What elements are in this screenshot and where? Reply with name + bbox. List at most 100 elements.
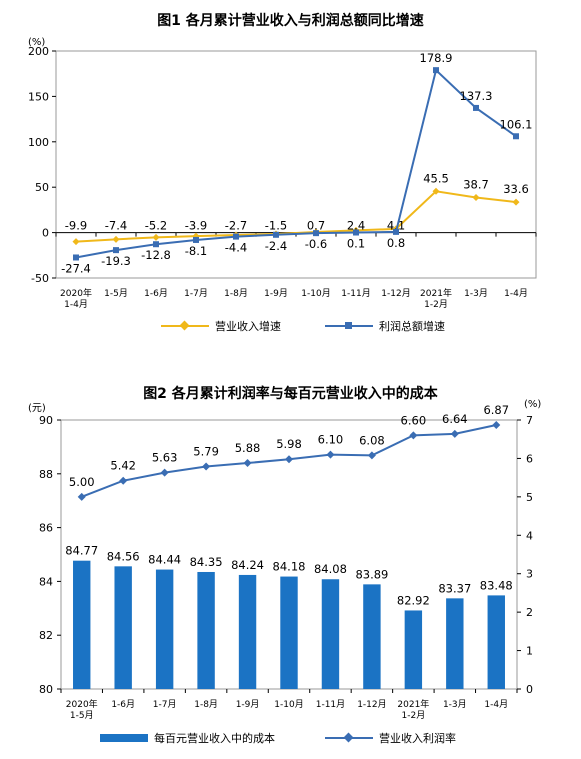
- x-tick-label: 1-4月: [484, 699, 508, 710]
- revenue-growth-point: [472, 193, 480, 201]
- profit-growth-line: [75, 68, 517, 259]
- profit-margin-data-label: 6.64: [442, 412, 468, 426]
- x-tick-label: 1-8月: [224, 288, 248, 299]
- profit-growth-data-label: -0.6: [305, 237, 327, 251]
- cost-per-100-data-label: 84.18: [273, 560, 306, 574]
- cost-per-100-bar: [446, 598, 464, 689]
- revenue-growth-point: [72, 238, 80, 246]
- x-tick-label: 1-12月: [357, 699, 386, 710]
- y-tick-label: 150: [28, 90, 49, 103]
- revenue-growth-data-label: 0.7: [307, 219, 325, 233]
- x-tick-label: 1-11月: [316, 699, 345, 710]
- x-tick-label: 1-9月: [236, 699, 260, 710]
- y-tick-label: 100: [28, 136, 49, 149]
- profit-margin-data-label: 6.60: [401, 413, 427, 427]
- cost-per-100-bar: [197, 571, 215, 689]
- profit-margin-point: [450, 429, 459, 438]
- profit-margin-point: [367, 451, 376, 460]
- x-tick-label: 1-7月: [184, 288, 208, 299]
- profit-growth-data-label: -19.3: [101, 254, 131, 268]
- revenue-growth-data-label: 38.7: [463, 177, 489, 191]
- cost-per-100-bar: [487, 595, 505, 689]
- legend-item-profit-growth: 利润总额增速: [325, 318, 445, 334]
- revenue-growth-point: [512, 198, 520, 206]
- legend-swatch-cost-per-100: [100, 733, 148, 743]
- y2-tick-label: 5: [526, 491, 533, 504]
- x-tick-label: 1-6月: [144, 288, 168, 299]
- revenue-growth-data-label: -2.7: [225, 219, 247, 233]
- revenue-growth-data-label: 2.4: [347, 219, 365, 233]
- profit-margin-data-label: 6.87: [483, 403, 509, 417]
- cost-per-100-data-label: 84.35: [190, 555, 223, 569]
- legend-label-profit-growth: 利润总额增速: [379, 320, 445, 333]
- profit-margin-point: [243, 459, 252, 468]
- y2-tick-label: 6: [526, 452, 533, 465]
- chart-1-title: 图1 各月累计营业收入与利润总额同比增速: [157, 13, 424, 29]
- profit-growth-point: [313, 230, 319, 237]
- profit-growth-data-label: 0.1: [347, 237, 365, 251]
- cost-per-100-bar: [280, 576, 298, 689]
- profit-margin-point: [160, 468, 169, 477]
- legend-swatch-profit-growth: [325, 321, 373, 331]
- profit-growth-data-label: -2.4: [265, 239, 287, 253]
- cost-per-100-bar: [155, 569, 174, 689]
- y2-tick-label: 1: [526, 645, 533, 658]
- x-tick-label: 2020年: [60, 287, 92, 299]
- revenue-growth-point: [432, 187, 440, 195]
- chart-2-title: 图2 各月累计利润率与每百元营业收入中的成本: [143, 386, 438, 402]
- y-tick-label: 200: [28, 45, 49, 58]
- revenue-growth-data-label: -9.9: [65, 219, 87, 233]
- profit-growth-point: [513, 133, 519, 140]
- y-tick-label: 80: [39, 683, 53, 696]
- chart-1-unit-label: (%): [28, 37, 46, 48]
- profit-margin-data-label: 6.08: [359, 433, 385, 447]
- profit-margin-data-label: 5.98: [276, 437, 302, 451]
- legend-swatch-revenue-growth: [161, 321, 209, 331]
- y-tick-label: 84: [39, 575, 53, 588]
- profit-margin-data-label: 5.88: [235, 441, 261, 455]
- x-tick-label: 1-11月: [341, 288, 370, 299]
- x-tick-label: 1-8月: [194, 699, 218, 710]
- cost-per-100-data-label: 83.89: [355, 567, 388, 581]
- profit-growth-data-label: -12.8: [141, 248, 171, 262]
- legend-item-revenue-growth: 营业收入增速: [161, 318, 281, 334]
- profit-growth-point: [113, 247, 119, 254]
- x-tick-label: 1-3月: [443, 699, 467, 710]
- y2-tick-label: 7: [526, 414, 533, 427]
- revenue-growth-data-label: -5.2: [145, 219, 167, 233]
- profit-growth-data-label: -4.4: [225, 241, 247, 255]
- cost-per-100-bar: [321, 579, 340, 689]
- x-tick-label: 1-12月: [381, 288, 410, 299]
- x-tick-label: 2021年: [420, 287, 452, 299]
- x-tick-label: 1-10月: [301, 288, 330, 299]
- revenue-growth-point: [152, 233, 160, 241]
- profit-growth-point: [433, 67, 439, 74]
- legend-label-revenue-growth: 营业收入增速: [215, 320, 281, 333]
- profit-margin-point: [285, 455, 293, 464]
- x-tick-label: 1-4月: [504, 288, 528, 299]
- cost-per-100-bar: [114, 566, 132, 689]
- cost-per-100-bar: [238, 574, 257, 689]
- profit-growth-data-label: 0.8: [387, 236, 405, 250]
- profit-margin-point: [326, 450, 335, 459]
- revenue-growth-data-label: -7.4: [105, 219, 127, 233]
- cost-per-100-data-label: 84.56: [107, 549, 140, 563]
- legend-label-profit-margin: 营业收入利润率: [379, 732, 456, 745]
- cost-per-100-data-label: 84.24: [231, 558, 264, 572]
- y-tick-label: 0: [42, 227, 49, 240]
- profit-margin-data-label: 5.79: [193, 444, 219, 458]
- plot-area-frame: [55, 50, 537, 279]
- profit-growth-point: [73, 254, 79, 261]
- profit-growth-data-label: -27.4: [61, 261, 91, 275]
- revenue-growth-data-label: -3.9: [185, 219, 207, 233]
- x-tick-label: 2020年: [66, 698, 98, 710]
- profit-growth-point: [273, 231, 279, 238]
- profit-margin-point: [119, 476, 128, 485]
- profit-margin-data-label: 5.42: [110, 459, 136, 473]
- profit-margin-data-label: 5.63: [152, 451, 178, 465]
- profit-growth-point: [193, 236, 199, 243]
- profit-growth-point: [473, 104, 479, 111]
- x-tick-label: 1-5月: [70, 710, 94, 721]
- x-tick-label: 1-2月: [424, 299, 448, 310]
